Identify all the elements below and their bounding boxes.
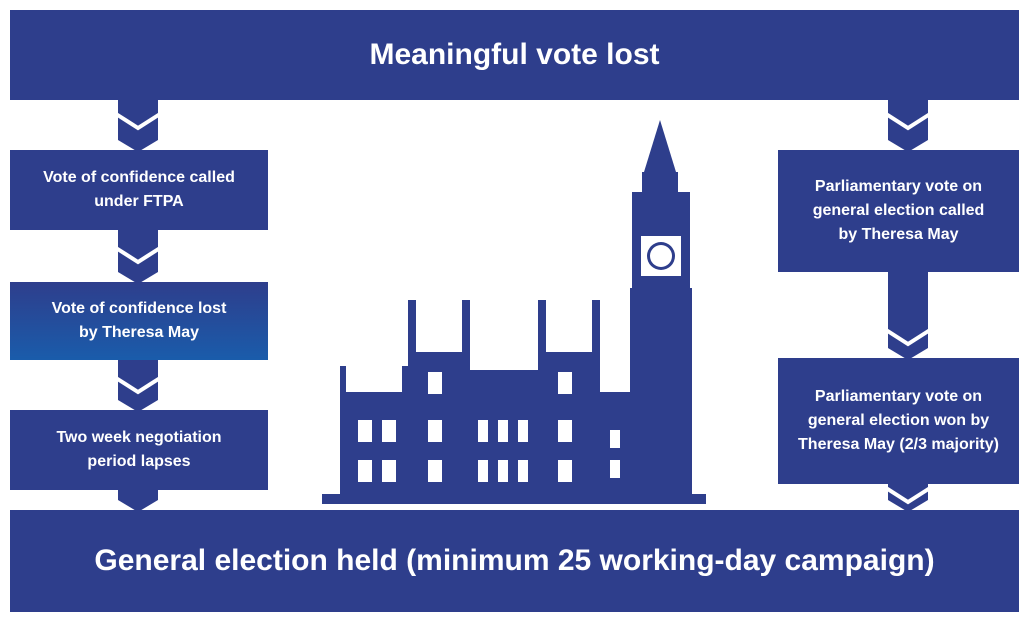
- window: [498, 460, 508, 482]
- pinnacle: [538, 300, 546, 352]
- base: [322, 494, 706, 504]
- window: [558, 372, 572, 394]
- footer-banner: General election held (minimum 25 workin…: [10, 510, 1019, 612]
- page: Meaningful vote lost Vote of confidence …: [0, 0, 1029, 623]
- pinnacle: [592, 300, 600, 352]
- clock: [650, 245, 672, 267]
- parapet: [470, 370, 538, 392]
- spire: [644, 120, 676, 172]
- window: [428, 420, 442, 442]
- window: [518, 460, 528, 482]
- step-line: Parliamentary vote on: [815, 385, 982, 409]
- window: [358, 420, 372, 442]
- step-line: Theresa May (2/3 majority): [798, 433, 999, 457]
- connector: [118, 230, 158, 284]
- step-line: period lapses: [87, 450, 190, 474]
- right-step: Parliamentary vote on general election w…: [778, 358, 1019, 484]
- window: [358, 460, 372, 482]
- window: [382, 460, 396, 482]
- header-banner: Meaningful vote lost: [10, 10, 1019, 100]
- step-line: Parliamentary vote on: [815, 175, 982, 199]
- connector: [888, 272, 928, 360]
- pinnacle: [462, 300, 470, 352]
- window: [428, 372, 442, 394]
- footer-title: General election held (minimum 25 workin…: [94, 544, 934, 578]
- window: [498, 420, 508, 442]
- step-line: by Theresa May: [79, 321, 199, 345]
- window: [610, 460, 620, 478]
- connector: [888, 484, 928, 512]
- step-line: by Theresa May: [838, 223, 958, 247]
- window: [610, 430, 620, 448]
- window: [428, 460, 442, 482]
- left-step: Vote of confidence lost by Theresa May: [10, 282, 268, 360]
- step-line: Two week negotiation: [56, 426, 221, 450]
- window: [478, 420, 488, 442]
- tower-top: [642, 172, 678, 192]
- step-line: general election called: [813, 199, 985, 223]
- step-line: Vote of confidence lost: [52, 297, 227, 321]
- pinnacle: [340, 366, 346, 392]
- connector: [118, 360, 158, 412]
- window: [382, 420, 396, 442]
- parliament-illustration: [322, 120, 706, 504]
- step-line: under FTPA: [94, 190, 183, 214]
- pinnacle: [408, 300, 416, 352]
- pinnacle: [402, 366, 408, 392]
- window: [478, 460, 488, 482]
- connector: [118, 490, 158, 512]
- tower-shaft: [630, 288, 692, 494]
- step-line: general election won by: [808, 409, 989, 433]
- annex: [598, 412, 632, 494]
- header-title: Meaningful vote lost: [369, 38, 659, 72]
- window: [558, 420, 572, 442]
- step-line: Vote of confidence called: [43, 166, 235, 190]
- right-step: Parliamentary vote on general election c…: [778, 150, 1019, 272]
- window: [558, 460, 572, 482]
- window: [518, 420, 528, 442]
- left-step: Two week negotiation period lapses: [10, 410, 268, 490]
- left-step: Vote of confidence called under FTPA: [10, 150, 268, 230]
